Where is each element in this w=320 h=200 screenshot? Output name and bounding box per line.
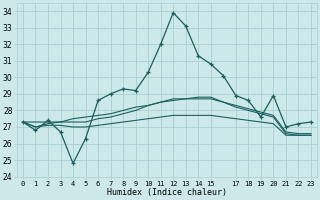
X-axis label: Humidex (Indice chaleur): Humidex (Indice chaleur) <box>107 188 227 197</box>
